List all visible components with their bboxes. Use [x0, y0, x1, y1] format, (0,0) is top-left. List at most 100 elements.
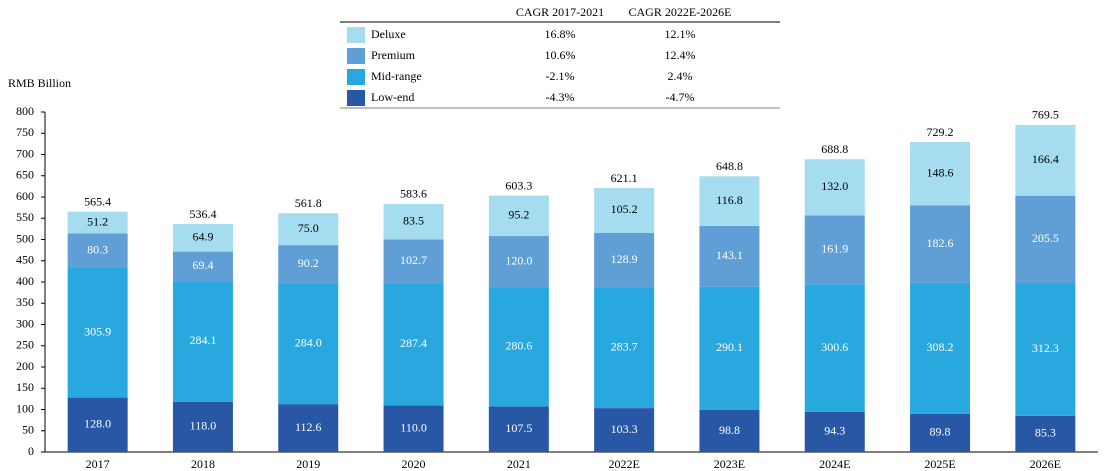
legend-label: Premium — [371, 48, 416, 62]
total-label: 729.2 — [927, 125, 954, 139]
cagr-value: 2.4% — [668, 69, 693, 83]
value-label: 116.8 — [716, 193, 743, 207]
y-tick-label: 650 — [16, 168, 34, 182]
y-tick-label: 450 — [16, 253, 34, 267]
bar-segment — [172, 251, 233, 282]
x-tick-label: 2022E — [608, 457, 639, 471]
bar-segment — [594, 232, 655, 288]
bar-segment — [172, 224, 233, 252]
y-tick-label: 400 — [16, 274, 34, 288]
value-label: 69.4 — [192, 258, 213, 272]
bar-segment — [910, 413, 971, 452]
total-label: 688.8 — [821, 142, 848, 156]
total-label: 583.6 — [400, 187, 427, 201]
value-label: 148.6 — [927, 165, 954, 179]
total-label: 536.4 — [189, 207, 216, 221]
value-label: 287.4 — [400, 336, 427, 350]
cagr-value: -4.7% — [666, 90, 695, 104]
legend-label: Deluxe — [371, 27, 406, 41]
table-header: CAGR 2017-2021 — [516, 5, 604, 19]
value-label: 128.9 — [611, 252, 638, 266]
value-label: 182.6 — [927, 236, 954, 250]
bar-segment — [1015, 195, 1076, 284]
bar-segment — [594, 408, 655, 452]
value-label: 283.7 — [611, 340, 638, 354]
cagr-value: 12.1% — [665, 27, 696, 41]
bar-segment — [910, 282, 971, 414]
x-tick-label: 2017 — [86, 457, 110, 471]
y-tick-label: 100 — [16, 401, 34, 415]
value-label: 90.2 — [298, 256, 319, 270]
value-label: 103.3 — [611, 422, 638, 436]
bar-segment — [594, 188, 655, 233]
value-label: 95.2 — [508, 208, 529, 222]
bar-segment — [488, 236, 549, 288]
bar-segment — [67, 267, 128, 398]
y-tick-label: 0 — [28, 444, 34, 458]
legend-swatch — [347, 27, 365, 43]
value-label: 128.0 — [84, 417, 111, 431]
value-label: 305.9 — [84, 324, 111, 338]
value-label: 284.1 — [189, 333, 216, 347]
bar-segment — [1015, 283, 1076, 416]
bar-segment — [67, 233, 128, 268]
total-label: 769.5 — [1032, 108, 1059, 122]
y-tick-label: 600 — [16, 189, 34, 203]
y-tick-label: 700 — [16, 146, 34, 160]
bar-segment — [383, 283, 444, 406]
value-label: 166.4 — [1032, 152, 1059, 166]
bar-segment — [910, 142, 971, 206]
x-tick-label: 2019 — [296, 457, 320, 471]
y-tick-label: 500 — [16, 231, 34, 245]
total-label: 621.1 — [611, 171, 638, 185]
bar-segment — [804, 411, 865, 452]
bar-segment — [383, 203, 444, 240]
bar-segment — [488, 287, 549, 407]
y-tick-label: 350 — [16, 295, 34, 309]
cagr-value: 10.6% — [545, 48, 576, 62]
bar-segment — [488, 195, 549, 237]
value-label: 64.9 — [192, 230, 213, 244]
bar-segment — [699, 410, 760, 452]
legend-label: Low-end — [371, 90, 414, 104]
bar-segment — [699, 176, 760, 226]
cagr-value: 16.8% — [545, 27, 576, 41]
value-label: 143.1 — [716, 248, 743, 262]
bar-segment — [1015, 124, 1076, 196]
legend-swatch — [347, 69, 365, 85]
value-label: 284.0 — [295, 336, 322, 350]
bar-segment — [383, 405, 444, 452]
value-label: 105.2 — [611, 202, 638, 216]
value-label: 120.0 — [505, 253, 532, 267]
x-tick-label: 2024E — [819, 457, 850, 471]
bar-segment — [804, 159, 865, 216]
value-label: 75.0 — [298, 221, 319, 235]
value-label: 290.1 — [716, 340, 743, 354]
x-tick-label: 2023E — [714, 457, 745, 471]
value-label: 205.5 — [1032, 231, 1059, 245]
bar-segment — [699, 286, 760, 411]
cagr-value: 12.4% — [665, 48, 696, 62]
bar-segment — [910, 205, 971, 283]
x-tick-label: 2026E — [1030, 457, 1061, 471]
bar-segment — [804, 215, 865, 285]
cagr-value: -2.1% — [546, 69, 575, 83]
bar-segment — [278, 283, 339, 405]
bar-segment — [67, 211, 128, 234]
value-label: 118.0 — [190, 419, 217, 433]
bar-segment — [699, 225, 760, 287]
value-label: 110.0 — [400, 420, 427, 434]
bar-segment — [804, 284, 865, 412]
y-tick-label: 250 — [16, 338, 34, 352]
value-label: 98.8 — [719, 423, 740, 437]
value-label: 132.0 — [821, 179, 848, 193]
total-label: 648.8 — [716, 159, 743, 173]
y-tick-label: 300 — [16, 316, 34, 330]
total-label: 565.4 — [84, 194, 111, 208]
value-label: 85.3 — [1035, 426, 1056, 440]
value-label: 308.2 — [927, 340, 954, 354]
bar-segment — [278, 404, 339, 452]
y-tick-label: 200 — [16, 359, 34, 373]
value-label: 89.8 — [930, 425, 951, 439]
